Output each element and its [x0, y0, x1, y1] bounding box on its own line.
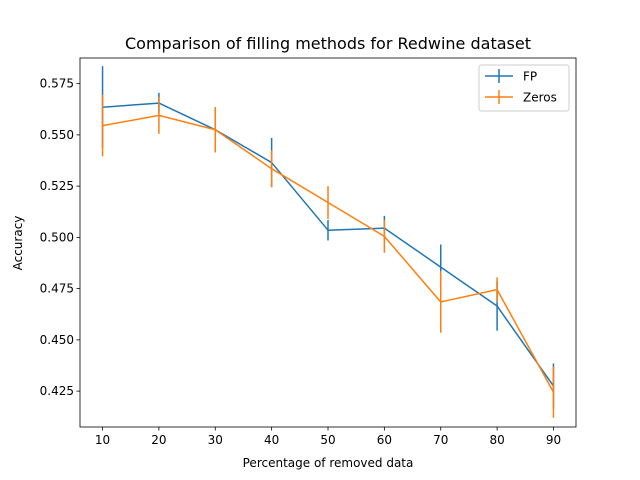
data-point-zeros — [158, 114, 160, 117]
x-tick-label: 20 — [151, 433, 166, 447]
x-tick-label: 50 — [320, 433, 335, 447]
y-tick-label: 0.450 — [40, 333, 74, 347]
x-tick-label: 40 — [264, 433, 279, 447]
data-point-zeros — [383, 235, 386, 238]
y-tick-label: 0.550 — [40, 128, 74, 142]
data-point-zeros — [552, 391, 555, 393]
x-tick-label: 60 — [377, 433, 392, 447]
x-axis-label: Percentage of removed data — [243, 456, 414, 470]
legend-label-fp: FP — [523, 70, 537, 84]
y-tick-label: 0.475 — [40, 282, 74, 296]
y-axis-label: Accuracy — [11, 216, 25, 271]
data-point-zeros — [270, 167, 273, 170]
data-point-fp — [439, 266, 442, 268]
plot-area: 10 20 30 40 50 60 70 80 90 0.425 0.450 0.475 0.500 0.… — [40, 57, 577, 447]
chart-title: Comparison of filling methods for Redwin… — [125, 34, 531, 53]
y-tick-label: 0.425 — [40, 384, 74, 398]
legend: FP Zeros — [478, 64, 570, 112]
legend-label-zeros: Zeros — [523, 91, 557, 105]
x-tick-label: 10 — [95, 433, 110, 447]
data-point-zeros — [327, 201, 329, 204]
x-tick-label: 30 — [208, 433, 223, 447]
x-tick-label: 70 — [433, 433, 448, 447]
data-point-zeros — [101, 124, 104, 127]
data-point-zeros — [214, 128, 217, 131]
x-tick-label: 90 — [546, 433, 561, 447]
data-point-fp — [496, 305, 498, 307]
x-tick-label: 80 — [489, 433, 504, 447]
data-point-zeros — [496, 288, 498, 291]
series-zeros — [101, 94, 555, 418]
y-tick-label: 0.575 — [40, 77, 74, 91]
y-tick-label: 0.500 — [40, 230, 74, 244]
data-point-fp — [327, 229, 329, 231]
data-point-zeros — [439, 301, 442, 303]
y-tick-label: 0.525 — [40, 179, 74, 193]
